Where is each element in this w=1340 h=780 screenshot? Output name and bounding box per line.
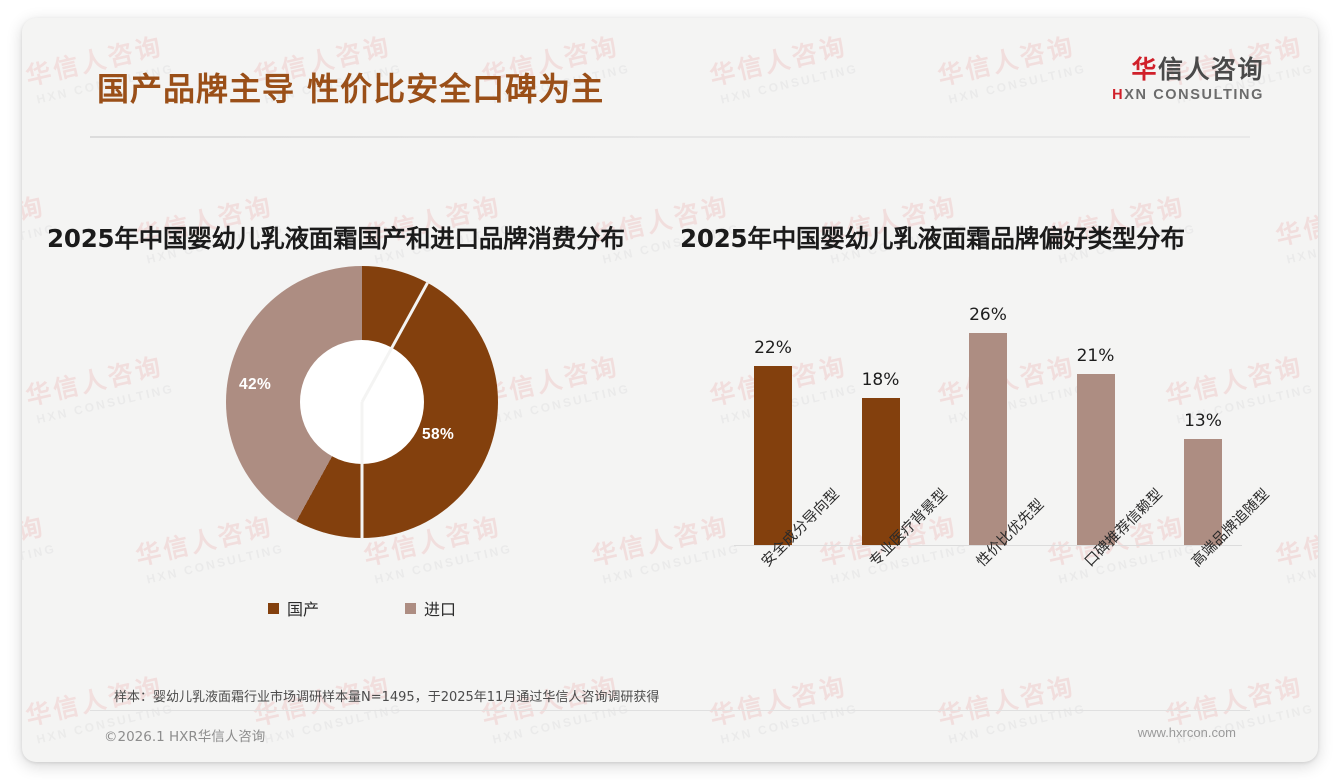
- page-title: 国产品牌主导 性价比安全口碑为主: [97, 70, 605, 108]
- bar-column[interactable]: 22%: [754, 277, 792, 545]
- bar-column[interactable]: 26%: [969, 277, 1007, 545]
- bar-chart-bars: 22% 18% 26% 21% 13%: [754, 277, 1222, 545]
- brand-logo-cn-rest: 信人咨询: [1157, 55, 1264, 84]
- footer-bar: ©2026.1 HXR华信人咨询 www.hxrcon.com: [22, 711, 1318, 762]
- legend-item-jinkou[interactable]: 进口: [405, 596, 456, 620]
- donut-slice-label-guochan: 58%: [422, 426, 455, 443]
- legend-item-guochan[interactable]: 国产: [267, 596, 319, 620]
- brand-logo-cn: 华信人咨询: [1112, 55, 1264, 85]
- bar-rect[interactable]: [1076, 374, 1115, 545]
- brand-logo-en-rest: XN CONSULTING: [1124, 86, 1264, 103]
- donut-chart-title: 2025年中国婴幼儿乳液面霜国产和进口品牌消费分布: [47, 224, 625, 253]
- charts-region: 2025年中国婴幼儿乳液面霜国产和进口品牌消费分布 2025年中国婴幼儿乳液面霜…: [22, 168, 1318, 678]
- legend-swatch-icon: [405, 602, 416, 614]
- donut-legend: 国产 进口: [226, 596, 498, 620]
- brand-logo-en-accent: H: [1112, 86, 1125, 103]
- bar-value-label: 21%: [1076, 346, 1115, 366]
- bar-column[interactable]: 13%: [1184, 277, 1222, 545]
- bar-rect[interactable]: [969, 333, 1007, 545]
- brand-logo: 华信人咨询 HXN CONSULTING: [1112, 55, 1264, 103]
- donut-slice-separator: [360, 402, 364, 538]
- legend-label: 国产: [286, 600, 319, 619]
- bar-rect[interactable]: [1184, 439, 1222, 545]
- bar-column[interactable]: 21%: [1076, 277, 1115, 545]
- bar-value-label: 26%: [969, 305, 1007, 326]
- bar-column[interactable]: 18%: [861, 277, 900, 545]
- brand-logo-en: HXN CONSULTING: [1112, 87, 1264, 103]
- bar-value-label: 18%: [861, 370, 900, 391]
- sample-footnote: 样本：婴幼儿乳液面霜行业市场调研样本量N=1495，于2025年11月通过华信人…: [114, 690, 660, 705]
- footer-divider: [90, 710, 1250, 711]
- bar-chart-title: 2025年中国婴幼儿乳液面霜品牌偏好类型分布: [680, 224, 1185, 253]
- bar-chart-baseline: [734, 545, 1242, 546]
- brand-logo-cn-accent: 华: [1131, 55, 1158, 84]
- footer-url[interactable]: www.hxrcon.com: [1137, 725, 1236, 740]
- bar-value-label: 13%: [1184, 411, 1222, 432]
- legend-label: 进口: [424, 600, 457, 619]
- slide-header: 国产品牌主导 性价比安全口碑为主 华信人咨询 HXN CONSULTING: [22, 18, 1318, 122]
- donut-chart: 58% 42%: [226, 266, 498, 538]
- bar-rect[interactable]: [754, 365, 792, 545]
- header-divider: [90, 136, 1250, 138]
- bar-chart-category-labels: 安全成分导向型 专业医疗背景型 性价比优先型 口碑推荐信赖型 高端品牌追随型: [754, 486, 1273, 660]
- bar-value-label: 22%: [754, 337, 792, 358]
- donut-slice-label-jinkou: 42%: [239, 376, 272, 393]
- slide-card: 华信人咨询 HXN CONSULTING 华信人咨询 HXN CONSULTING 华信…: [22, 18, 1318, 762]
- footer-copyright: ©2026.1 HXR华信人咨询: [104, 729, 266, 745]
- legend-swatch-icon: [267, 602, 279, 614]
- bar-chart: 22% 18% 26% 21% 13%: [722, 278, 1242, 546]
- bar-rect[interactable]: [861, 398, 900, 545]
